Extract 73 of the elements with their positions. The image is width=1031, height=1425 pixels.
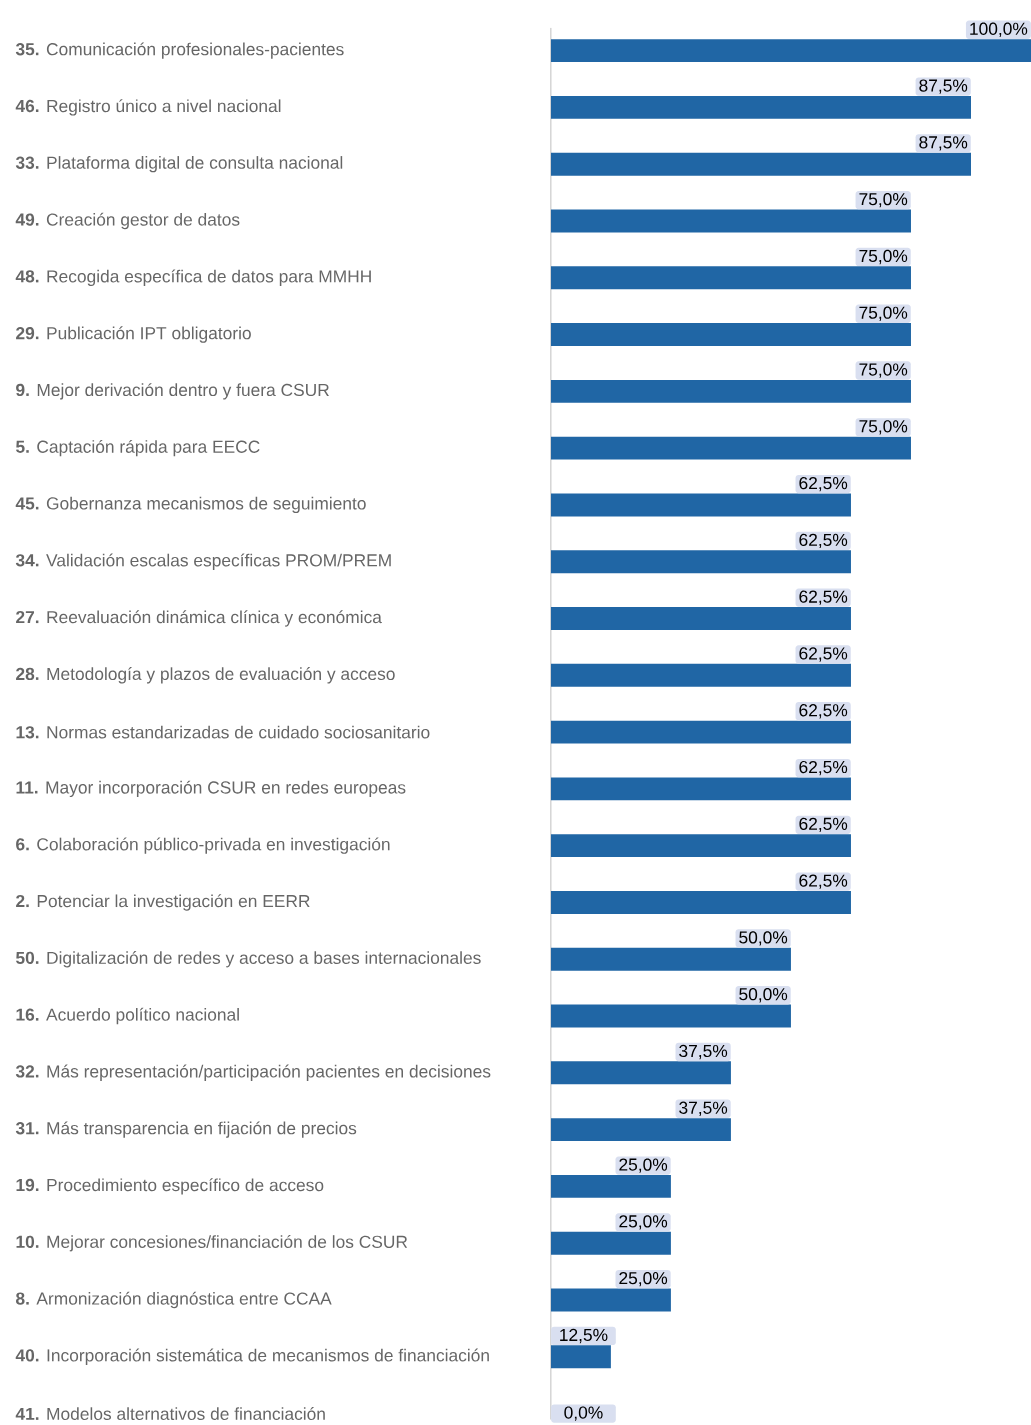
- y-tick-label: 9. Mejor derivación dentro y fuera CSUR: [16, 383, 329, 400]
- y-tick-label: 10. Mejorar concesiones/financiación de los CSUR: [16, 1234, 408, 1252]
- y-tick-label: 28. Metodología y plazos de evaluación y acceso: [16, 667, 395, 684]
- bar: [550, 1004, 791, 1028]
- data-label: 62,5%: [799, 533, 848, 549]
- bar: [550, 1174, 671, 1198]
- data-label: 75,0%: [859, 363, 908, 378]
- bar: [550, 947, 791, 971]
- data-label: 37,5%: [679, 1044, 728, 1060]
- y-tick-label: 19. Procedimiento específico de acceso: [16, 1178, 324, 1195]
- bar: [550, 152, 971, 176]
- bar: [550, 891, 851, 914]
- data-label: 50,0%: [739, 988, 788, 1003]
- bar: [550, 607, 851, 630]
- data-label: 62,5%: [799, 817, 848, 833]
- bar: [550, 1118, 731, 1142]
- y-tick-label: 27. Reevaluación dinámica clínica y económica: [16, 610, 382, 627]
- bar: [550, 550, 851, 574]
- bar: [550, 39, 1031, 63]
- y-tick-label: 8. Armonización diagnóstica entre CCAA: [16, 1291, 332, 1309]
- y-tick-label: 41. Modelos alternativos de financiación: [15, 1407, 325, 1421]
- y-tick-label: 50. Digitalización de redes y acceso a bases internacionales: [15, 951, 481, 968]
- data-label: 75,0%: [859, 249, 908, 265]
- data-label: 25,0%: [619, 1158, 668, 1173]
- data-label: 75,0%: [859, 420, 908, 435]
- y-tick-label: 2. Potenciar la investigación en EERR: [16, 894, 310, 911]
- y-tick-label: 46. Registro único a nivel nacional: [15, 99, 281, 116]
- y-tick-label: 29. Publicación IPT obligatorio: [16, 326, 251, 343]
- y-tick-label: 49. Creación gestor de datos: [15, 212, 240, 230]
- bar: [550, 1288, 671, 1312]
- y-tick-label: 40. Incorporación sistemática de mecanismos de financiación: [15, 1348, 489, 1365]
- data-label: 62,5%: [799, 704, 848, 719]
- bar: [550, 209, 911, 233]
- bar: [550, 436, 911, 460]
- data-label: 75,0%: [859, 306, 908, 321]
- y-tick-label: 45. Gobernanza mecanismos de seguimiento: [15, 496, 366, 514]
- data-label: 62,5%: [799, 647, 848, 662]
- y-tick-label: 11. Mayor incorporación CSUR en redes europeas: [16, 780, 406, 798]
- bar: [550, 663, 851, 687]
- bar: [550, 1231, 671, 1255]
- y-tick-label: 32. Más representación/participación pacientes en decisiones: [15, 1064, 491, 1082]
- bar: [550, 1061, 731, 1085]
- data-label: 75,0%: [859, 192, 908, 208]
- bar: [550, 379, 911, 403]
- bar: [550, 95, 971, 119]
- bar: [550, 720, 851, 744]
- y-tick-label: 6. Colaboración público-privada en investigación: [16, 837, 390, 854]
- y-tick-label: 48. Recogida específica de datos para MMHH: [15, 269, 371, 286]
- y-tick-label: 35. Comunicación profesionales-pacientes: [15, 42, 344, 59]
- data-label: 50,0%: [739, 931, 788, 946]
- bar: [550, 493, 851, 517]
- data-label: 87,5%: [919, 79, 968, 94]
- data-label: 62,5%: [799, 874, 848, 889]
- data-label: 25,0%: [619, 1271, 668, 1287]
- y-tick-label: 31. Más transparencia en fijación de precios: [15, 1121, 357, 1138]
- data-label: 62,5%: [799, 590, 848, 605]
- data-label: 12,5%: [560, 1328, 608, 1344]
- bar: [550, 266, 911, 290]
- data-label: 62,5%: [799, 760, 848, 776]
- bar: [550, 834, 851, 858]
- y-tick-label: 33. Plataforma digital de consulta nacional: [15, 156, 343, 173]
- bar: [550, 777, 851, 801]
- data-label: 62,5%: [799, 476, 848, 492]
- y-tick-label: 13. Normas estandarizadas de cuidado sociosanitario: [16, 725, 430, 739]
- data-label: 87,5%: [919, 136, 968, 151]
- data-label: 25,0%: [619, 1215, 668, 1230]
- data-label: 0,0%: [564, 1406, 603, 1421]
- data-label: 100,0%: [970, 22, 1028, 37]
- data-label: 37,5%: [679, 1101, 728, 1116]
- y-tick-label: 34. Validación escalas específicas PROM/PREM: [15, 553, 391, 570]
- y-tick-label: 16. Acuerdo político nacional: [16, 1007, 239, 1025]
- bar: [550, 323, 911, 347]
- y-tick-label: 5. Captación rápida para EECC: [15, 439, 260, 457]
